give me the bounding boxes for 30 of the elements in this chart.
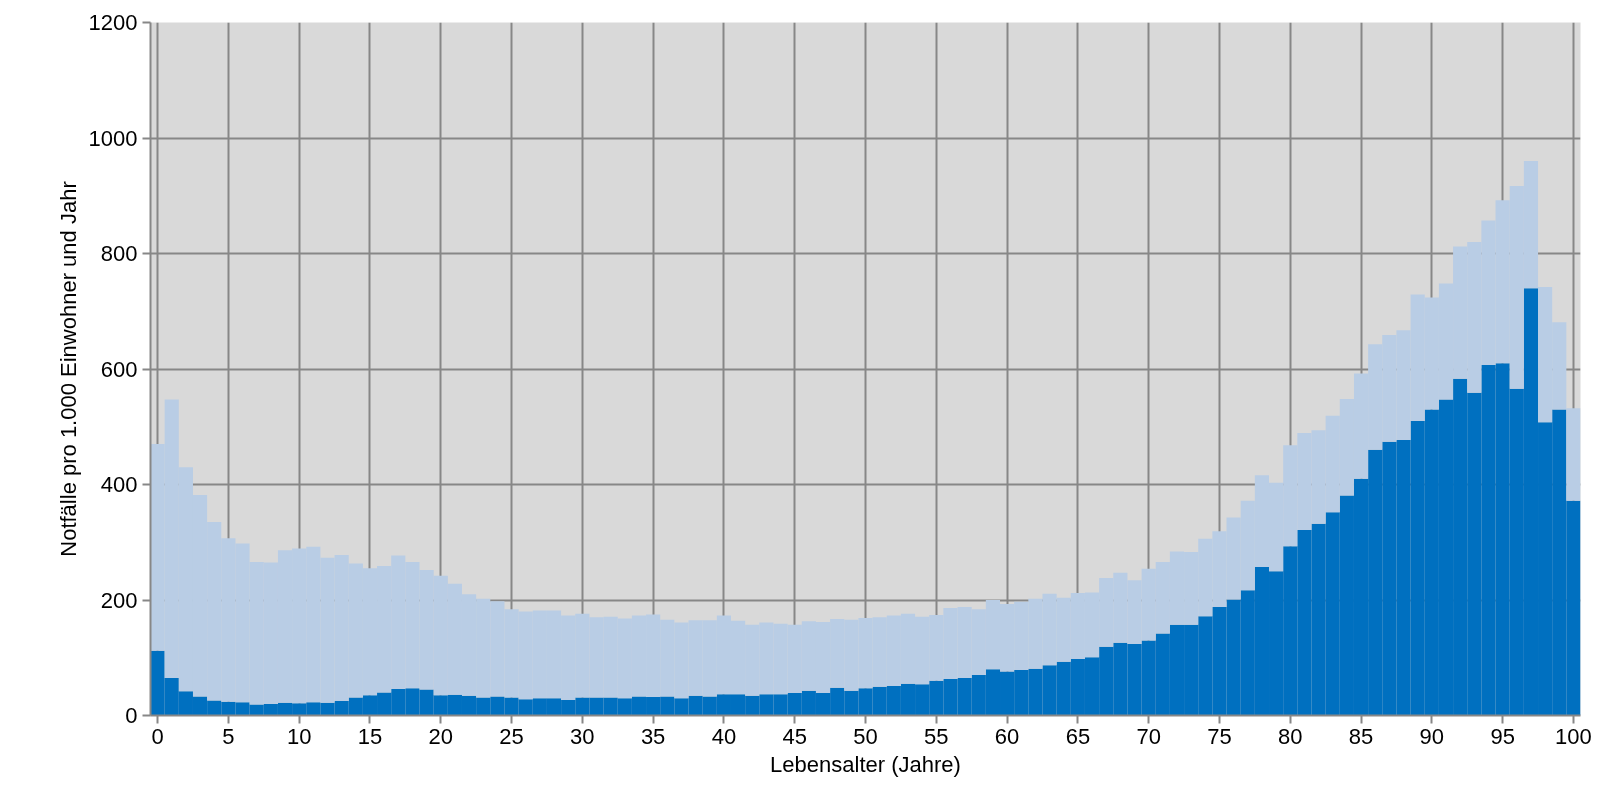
x-tick-label: 75 [1207, 723, 1232, 749]
x-tick-label: 60 [994, 723, 1020, 749]
x-tick-label: 40 [711, 723, 737, 749]
y-tick-label: 200 [100, 587, 138, 613]
x-tick-label: 10 [286, 723, 312, 749]
y-tick-label: 400 [100, 472, 138, 497]
x-tick-label: 65 [1065, 723, 1091, 749]
y-tick-label: 600 [100, 356, 138, 382]
y-axis-title: Notfälle pro 1.000 Einwohner und Jahr [55, 181, 81, 557]
y-tick-label: 1000 [88, 125, 138, 151]
x-tick-label: 55 [924, 723, 949, 749]
x-tick-label: 15 [357, 723, 383, 749]
y-tick-label: 1200 [88, 10, 138, 35]
x-tick-label: 20 [428, 723, 453, 749]
x-tick-label: 45 [782, 723, 807, 749]
x-tick-label: 80 [1278, 723, 1303, 749]
x-tick-label: 30 [570, 723, 595, 749]
x-tick-label: 50 [853, 723, 878, 749]
y-tick-label: 800 [100, 241, 138, 266]
y-tick-label: 0 [125, 703, 138, 728]
x-tick-label: 100 [1555, 723, 1592, 749]
x-tick-label: 35 [640, 723, 666, 749]
x-tick-label: 95 [1490, 723, 1515, 749]
x-tick-label: 90 [1419, 723, 1445, 749]
x-tick-label: 25 [499, 723, 524, 749]
x-tick-label: 5 [222, 723, 235, 749]
x-tick-label: 70 [1136, 723, 1161, 749]
x-tick-label: 85 [1348, 723, 1374, 749]
x-tick-label: 0 [151, 723, 164, 749]
x-axis-title: Lebensalter (Jahre) [770, 751, 961, 777]
